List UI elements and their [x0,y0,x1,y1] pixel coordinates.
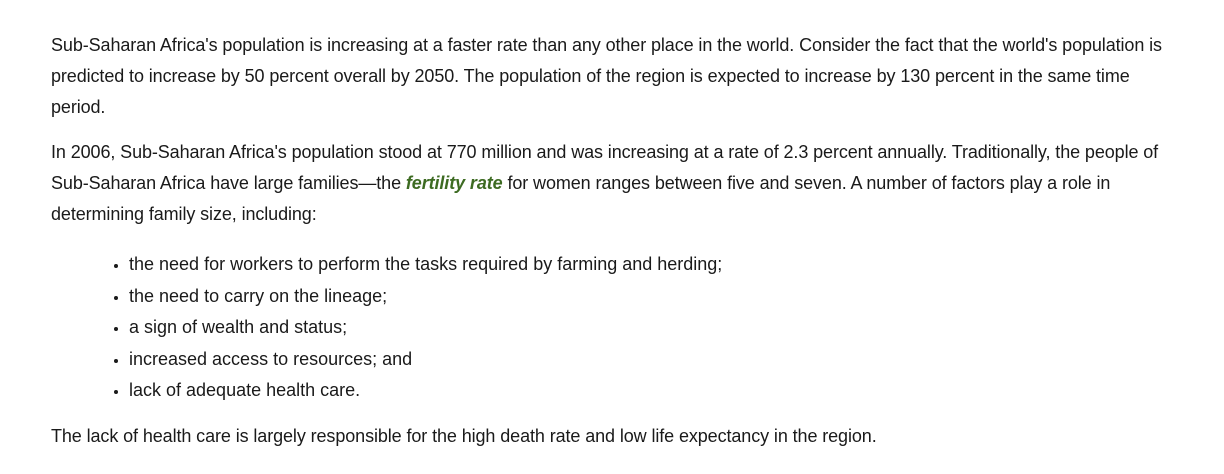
paragraph-text-after-link: for women ranges between five and seven.… [51,173,1111,224]
paragraph-population-growth: Sub-Saharan Africa's population is incre… [51,35,1162,117]
list-item: a sign of wealth and status; [129,312,1171,344]
list-item: the need for workers to perform the task… [129,249,1171,281]
list-item: lack of adequate health care. [129,375,1171,407]
paragraph-text-before-link: In 2006, Sub-Saharan Africa's population… [51,142,1159,193]
paragraph-health-care: The lack of health care is largely respo… [51,425,877,446]
list-item: the need to carry on the lineage; [129,281,1171,313]
article-body: Sub-Saharan Africa's population is incre… [51,30,1171,452]
fertility-rate-link[interactable]: fertility rate [405,173,503,193]
family-size-factors-list: the need for workers to perform the task… [51,249,1171,407]
paragraph-population-2006: In 2006, Sub-Saharan Africa's population… [51,137,1171,230]
list-item: increased access to resources; and [129,344,1171,376]
